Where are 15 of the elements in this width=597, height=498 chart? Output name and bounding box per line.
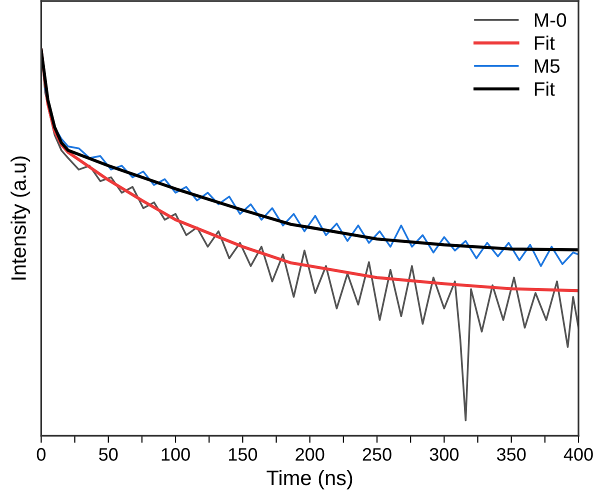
x-tick-label: 300: [430, 448, 459, 461]
x-tick-label: 0: [36, 448, 46, 461]
legend-label: M-0: [534, 13, 566, 27]
x-tick-label: 150: [228, 448, 258, 461]
x-tick-label: 50: [99, 448, 118, 461]
x-tick-label: 100: [162, 448, 190, 461]
x-axis-title: Time (ns): [266, 470, 352, 490]
x-tick-label: 400: [564, 448, 593, 461]
y-axis-title: Intensity (a.u): [10, 156, 30, 280]
x-tick-label: 250: [362, 448, 392, 461]
x-tick-label: 350: [496, 448, 526, 461]
x-tick-label: 200: [296, 448, 324, 461]
legend-label: M5: [534, 59, 560, 73]
legend-label: Fit: [534, 36, 555, 50]
legend-label: Fit: [534, 82, 555, 96]
